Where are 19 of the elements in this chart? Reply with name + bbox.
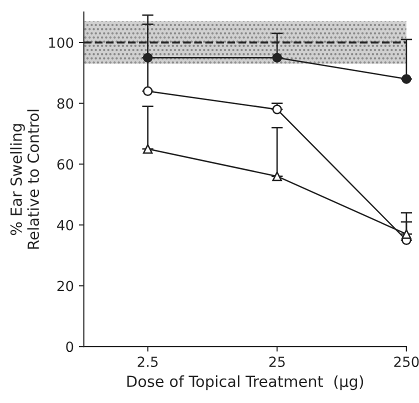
x-tick-label: 250 bbox=[394, 356, 419, 368]
y-tick-label: 20 bbox=[57, 280, 74, 292]
point bbox=[402, 74, 412, 84]
point bbox=[402, 229, 412, 239]
x-tick-label: 2.5 bbox=[138, 356, 158, 368]
point bbox=[142, 52, 153, 63]
y-tick-label: 40 bbox=[57, 220, 74, 230]
x-tick-label: 25 bbox=[269, 356, 285, 368]
point bbox=[272, 52, 282, 63]
y-tick-label: 60 bbox=[57, 159, 74, 170]
point bbox=[272, 171, 282, 182]
y-tick-label: 100 bbox=[49, 37, 74, 48]
y-tick-label: 80 bbox=[57, 98, 74, 109]
x-axis-title: Dose of Topical Treatment (μg) bbox=[127, 375, 364, 390]
point bbox=[142, 86, 153, 96]
point bbox=[272, 104, 282, 114]
y-tick-label: 0 bbox=[66, 342, 74, 352]
y-axis-title: % Ear Swelling Relative to Control bbox=[10, 110, 40, 249]
point bbox=[142, 144, 153, 154]
